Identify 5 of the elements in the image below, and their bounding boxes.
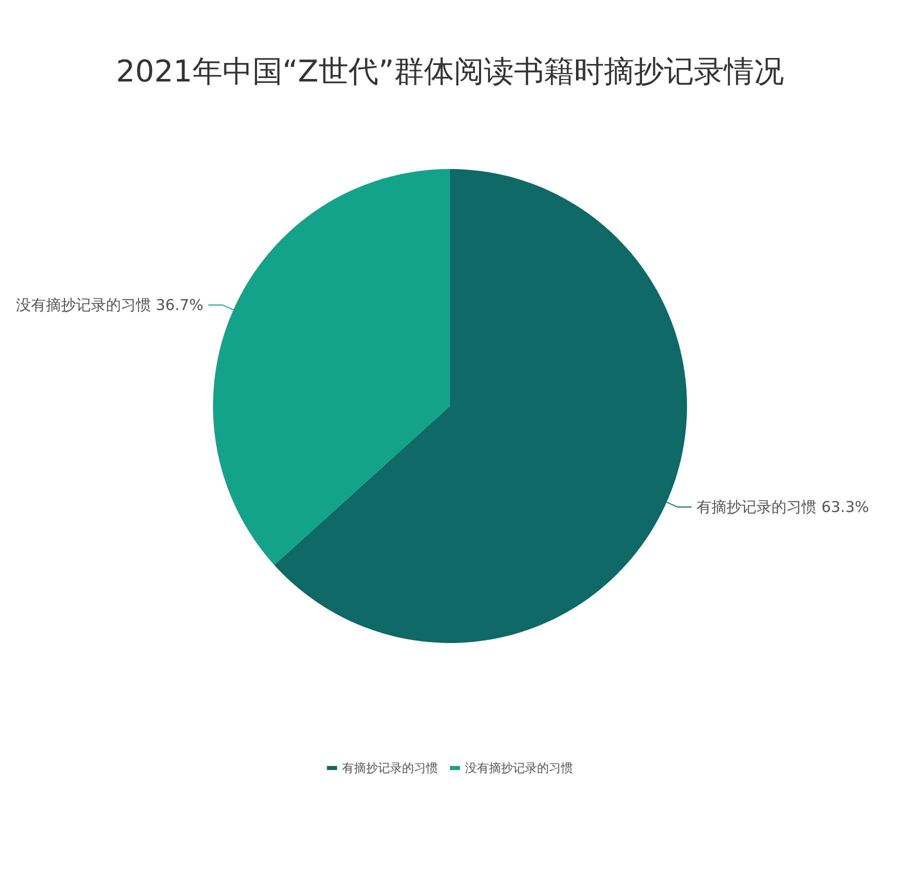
legend-label: 有摘抄记录的习惯 bbox=[342, 761, 438, 775]
category-label: 有摘抄记录的习惯 63.3% bbox=[696, 498, 869, 516]
chart-title: 2021年中国“Z世代”群体阅读书籍时摘抄记录情况 bbox=[116, 54, 784, 90]
category-label: 没有摘抄记录的习惯 36.7% bbox=[16, 296, 204, 314]
legend-label: 没有摘抄记录的习惯 bbox=[465, 761, 573, 775]
